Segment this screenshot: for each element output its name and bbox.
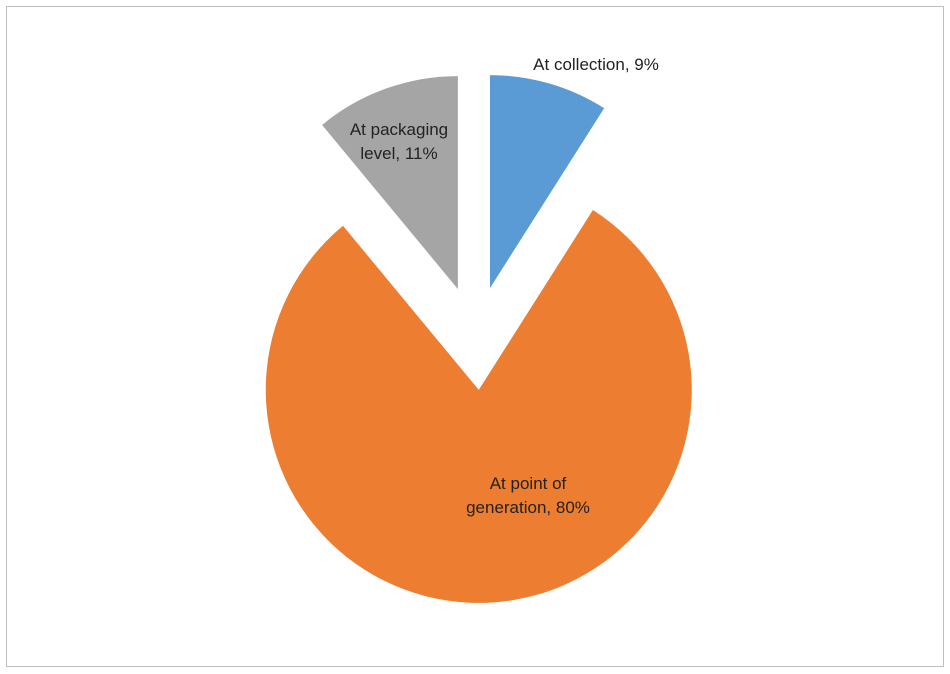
pie-slice — [265, 210, 692, 603]
data-label-line: At collection, 9% — [533, 55, 659, 74]
pie-slice — [322, 76, 458, 290]
pie-slice — [490, 75, 605, 289]
data-label: At collection, 9% — [533, 55, 659, 74]
data-label-line: level, 11% — [360, 144, 437, 163]
data-label: At point of generation, 80% — [466, 474, 590, 517]
data-label-line: At packaging — [350, 120, 448, 139]
data-label: At packaging level, 11% — [350, 120, 448, 163]
data-label-line: At point of — [490, 474, 567, 493]
data-label-line: generation, 80% — [466, 498, 590, 517]
